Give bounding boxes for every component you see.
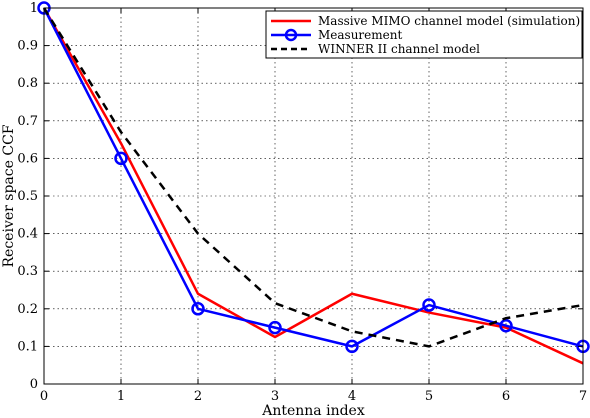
y-tick-label: 0.1 [17, 339, 38, 354]
y-tick-label: 0.3 [17, 264, 38, 279]
series-point-1 [499, 318, 513, 333]
y-tick-label: 0 [30, 377, 38, 392]
y-tick-label: 0.2 [17, 302, 38, 317]
x-tick-label: 4 [348, 389, 356, 404]
series-line-1 [42, 7, 584, 348]
x-tick-label: 0 [40, 389, 48, 404]
y-tick-label: 0.5 [17, 189, 38, 204]
y-tick-label: 0.4 [17, 227, 38, 242]
legend-label-1: Measurement [318, 28, 402, 42]
series-point-1 [191, 302, 205, 316]
legend-label-2: WINNER II channel model [318, 42, 480, 56]
y-tick-label: 0.9 [17, 39, 38, 54]
y-tick-label: 0.7 [17, 114, 38, 129]
x-tick-label: 2 [194, 389, 202, 404]
series-point-1 [268, 320, 282, 335]
legend-label-0: Massive MIMO channel model (simulation) [318, 14, 580, 28]
series-point-1 [345, 339, 359, 354]
series-line-2 [42, 7, 584, 348]
legend: Massive MIMO channel model (simulation)M… [265, 10, 583, 59]
series-line-0 [42, 7, 584, 365]
ticks-layer: 0 1 2 3 4 5 6 7 0 0.1 0.2 0.3 0.4 0.5 0.6 0.7 0.8 0.9 1 [17, 1, 587, 404]
x-tick-label: 7 [579, 389, 587, 404]
series-point-1 [114, 151, 128, 166]
y-tick-label: 0.8 [17, 76, 38, 91]
y-axis-label: Receiver space CCF [1, 124, 17, 267]
legend-marker-1 [284, 28, 298, 42]
series-point-1 [422, 298, 436, 312]
x-tick-label: 6 [502, 389, 510, 404]
y-tick-label: 1 [30, 1, 38, 16]
x-tick-label: 5 [425, 389, 433, 404]
x-axis-label: Antenna index [261, 403, 365, 418]
x-tick-label: 3 [271, 389, 279, 404]
x-tick-label: 1 [117, 389, 125, 404]
y-tick-label: 0.6 [17, 151, 38, 166]
legend-box [265, 10, 583, 59]
legend-items: Massive MIMO channel model (simulation)M… [271, 14, 580, 56]
